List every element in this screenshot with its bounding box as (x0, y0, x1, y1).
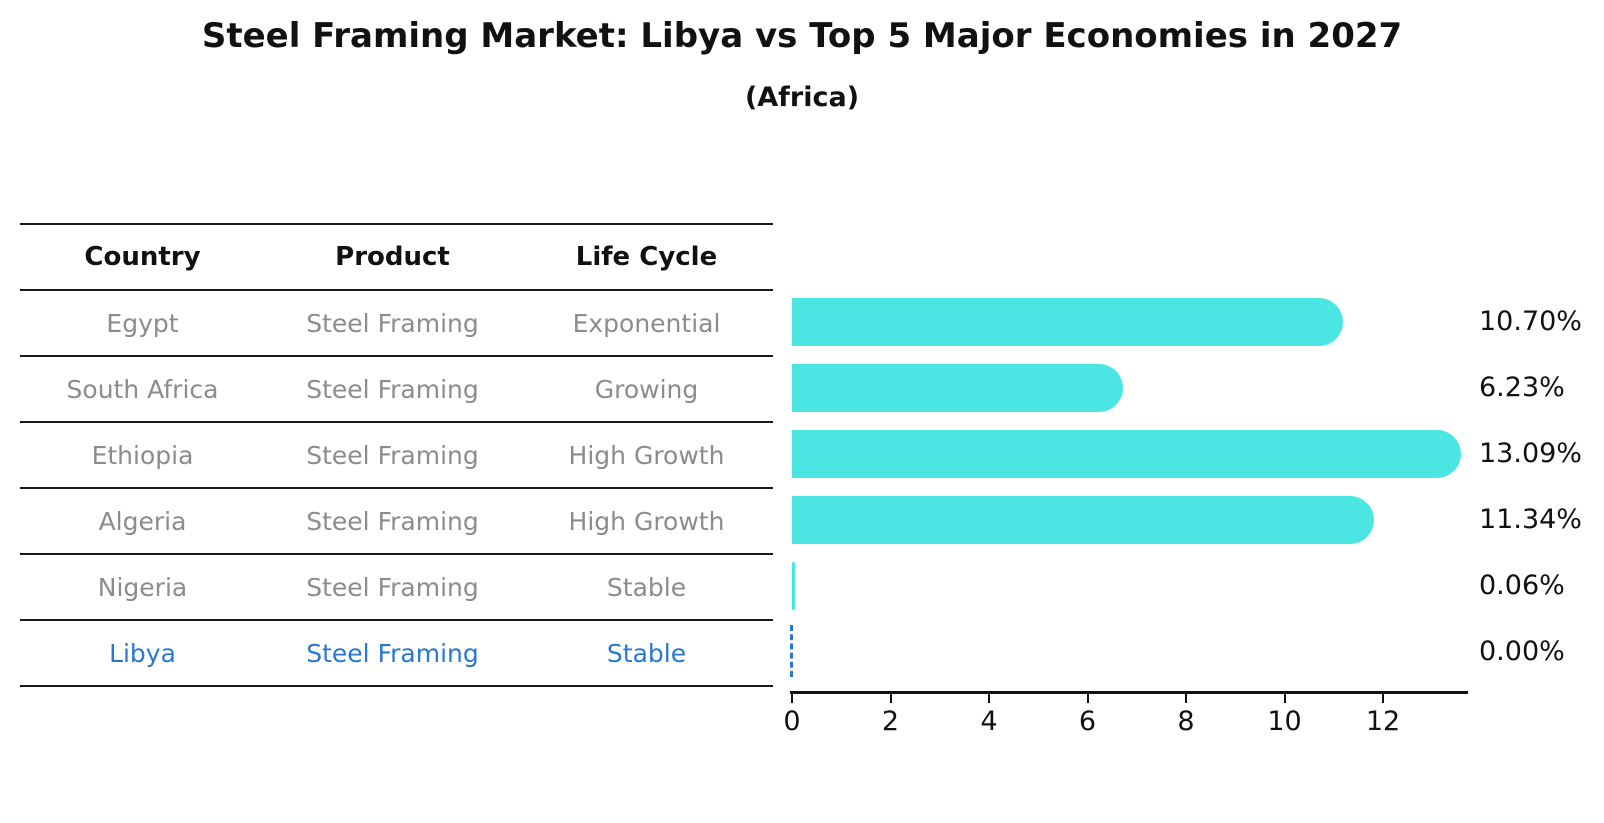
bar-algeria (792, 496, 1375, 544)
cell-life-cycle-algeria: High Growth (568, 506, 725, 536)
cell-product-ethiopia: Steel Framing (306, 440, 479, 470)
cell-life-cycle-egypt: Exponential (572, 308, 721, 338)
value-label-libya: 0.00% (1479, 636, 1565, 667)
bar-ethiopia (792, 430, 1461, 478)
x-tick-label-8: 8 (1177, 706, 1195, 737)
column-header-country: Country (84, 242, 201, 272)
cell-product-algeria: Steel Framing (306, 506, 479, 536)
column-header-product: Product (335, 242, 450, 272)
table-row-egypt: Egypt Steel Framing Exponential (20, 291, 773, 357)
value-label-egypt: 10.70% (1479, 306, 1582, 337)
cell-life-cycle-ethiopia: High Growth (568, 440, 725, 470)
x-tick-label-4: 4 (980, 706, 998, 737)
x-tick-mark-10 (1283, 694, 1286, 703)
bar-egypt (792, 298, 1343, 346)
cell-country-libya: Libya (109, 638, 176, 668)
cell-product-south-africa: Steel Framing (306, 374, 479, 404)
zero-value-dashed-bar-libya (790, 625, 793, 677)
cell-country-ethiopia: Ethiopia (91, 440, 194, 470)
x-tick-mark-6 (1086, 694, 1089, 703)
cell-product-nigeria: Steel Framing (306, 572, 479, 602)
economies-table: Country Product Life Cycle Egypt Steel Fr… (20, 223, 773, 687)
table-row-algeria: Algeria Steel Framing High Growth (20, 489, 773, 555)
x-tick-label-2: 2 (881, 706, 900, 737)
cell-country-algeria: Algeria (98, 506, 187, 536)
chart-subtitle: (Africa) (744, 82, 860, 113)
cell-product-egypt: Steel Framing (306, 308, 479, 338)
x-tick-mark-12 (1382, 694, 1384, 703)
table-row-libya: Libya Steel Framing Stable (20, 621, 773, 687)
x-tick-label-6: 6 (1078, 706, 1097, 737)
cell-country-egypt: Egypt (106, 308, 179, 338)
value-label-ethiopia: 13.09% (1479, 438, 1582, 469)
column-header-life-cycle: Life Cycle (575, 242, 718, 272)
cell-country-nigeria: Nigeria (97, 572, 188, 602)
x-axis (790, 691, 1468, 694)
x-tick-label-0: 0 (783, 706, 801, 737)
table-body: Egypt Steel Framing Exponential South Afric… (20, 291, 773, 687)
chart-title: Steel Framing Market: Libya vs Top 5 Maj… (201, 16, 1403, 56)
table-header-row: Country Product Life Cycle (20, 225, 773, 291)
cell-life-cycle-south-africa: Growing (594, 374, 699, 404)
x-tick-label-10: 10 (1267, 706, 1302, 737)
bar-nigeria (792, 562, 795, 610)
bar-south-africa (792, 364, 1123, 412)
x-tick-mark-4 (988, 694, 990, 703)
value-label-algeria: 11.34% (1479, 504, 1582, 535)
table-row-ethiopia: Ethiopia Steel Framing High Growth (20, 423, 773, 489)
value-label-nigeria: 0.06% (1479, 570, 1565, 601)
table-row-south-africa: South Africa Steel Framing Growing (20, 357, 773, 423)
table-row-nigeria: Nigeria Steel Framing Stable (20, 555, 773, 621)
cell-life-cycle-nigeria: Stable (606, 572, 687, 602)
cell-country-south-africa: South Africa (66, 374, 219, 404)
x-tick-mark-2 (889, 694, 892, 703)
x-tick-mark-0 (791, 694, 793, 703)
cell-life-cycle-libya: Stable (606, 638, 687, 668)
x-tick-mark-8 (1185, 694, 1187, 703)
cell-product-libya: Steel Framing (306, 638, 479, 668)
x-tick-label-12: 12 (1365, 706, 1401, 737)
value-label-south-africa: 6.23% (1479, 372, 1565, 403)
